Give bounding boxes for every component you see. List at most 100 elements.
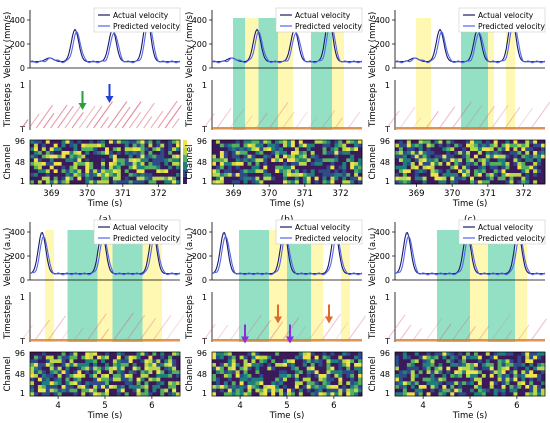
channel-cell (255, 151, 260, 155)
channel-cell (338, 366, 343, 371)
channel-cell (227, 392, 233, 397)
channel-cell (338, 165, 343, 170)
channel-cell (45, 154, 51, 159)
channel-cell (255, 147, 260, 152)
channel-cell (120, 385, 126, 389)
channel-cell (533, 366, 538, 371)
channel-cell (310, 370, 315, 375)
channel-cell (434, 392, 439, 397)
channel-cell (128, 385, 133, 389)
channel-cell (156, 352, 161, 356)
channel-cell (395, 154, 400, 159)
channel-cell (537, 374, 542, 378)
channel-cell (462, 355, 467, 360)
channel-tick-label: 1 (202, 177, 207, 186)
channel-cell (144, 377, 149, 382)
channel-cell (283, 355, 288, 360)
channel-cell (73, 147, 78, 152)
channel-cell (318, 392, 323, 397)
channel-cell (481, 147, 487, 152)
channel-cell (537, 381, 542, 386)
channel-cell (481, 173, 487, 177)
timestep-activation (504, 106, 521, 129)
channel-cell (231, 355, 236, 360)
channel-cell (37, 180, 43, 185)
channel-cell (395, 385, 400, 389)
channel-cell (509, 154, 514, 159)
channel-cell (267, 385, 272, 389)
channel-cell (442, 363, 447, 367)
channel-cell (69, 359, 74, 364)
channel-cell (235, 180, 240, 185)
channel-cell (350, 366, 355, 371)
channel-cell (426, 176, 431, 181)
channel-cell (65, 374, 70, 378)
channel-cell (112, 359, 118, 364)
channel-cell (156, 173, 161, 177)
channel-cell (458, 176, 463, 181)
channel-cell (354, 359, 359, 364)
channel-cell (398, 388, 404, 393)
channel-cell (330, 154, 335, 159)
channel-cell (132, 151, 137, 155)
channel-cell (49, 355, 54, 360)
velocity-tick-label: 0 (202, 64, 207, 73)
channel-cell (505, 162, 510, 166)
channel-cell (132, 388, 137, 393)
channel-cell (446, 173, 451, 177)
channel-cell (473, 359, 479, 364)
channel-cell (294, 381, 300, 386)
channel-cell (509, 169, 514, 174)
channel-cell (128, 147, 133, 152)
channel-tick-label: 96 (380, 349, 390, 358)
channel-cell (156, 392, 161, 397)
channel-cell (533, 381, 538, 386)
channel-cell (132, 143, 137, 148)
velocity-tick-label: 200 (10, 252, 25, 261)
channel-cell (430, 392, 435, 397)
channel-cell (124, 366, 129, 371)
channel-cell (450, 352, 455, 356)
channel-cell (89, 162, 94, 166)
channel-cell (263, 359, 268, 364)
channel-cell (57, 169, 62, 174)
channel-cell (342, 180, 347, 185)
channel-cell (85, 381, 90, 386)
channel-cell (477, 352, 483, 356)
channel-cell (279, 385, 284, 389)
channel-cell (132, 140, 137, 144)
channel-cell (243, 374, 248, 378)
channel-cell (354, 169, 359, 174)
channel-cell (418, 165, 423, 170)
channel-cell (497, 388, 502, 393)
channel-cell (69, 392, 74, 397)
channel-cell (279, 366, 284, 371)
channel-cell (402, 355, 408, 360)
channel-cell (239, 352, 244, 356)
channel-cell (128, 169, 133, 174)
channel-cell (402, 162, 408, 166)
channel-cell (77, 147, 82, 152)
timestep-activation (269, 321, 284, 341)
channel-cell (156, 169, 161, 174)
channel-cell (219, 176, 225, 181)
channel-cell (287, 377, 292, 382)
channel-cell (172, 147, 177, 152)
channel-cell (466, 374, 471, 378)
channel-cell (462, 388, 467, 393)
channel-cell (521, 374, 526, 378)
channel-cell (485, 359, 491, 364)
channel-cell (219, 151, 225, 155)
channel-cell (414, 377, 419, 382)
timestep-activation (386, 110, 400, 129)
timestep-activation (93, 101, 113, 129)
channel-cell (89, 388, 94, 393)
channel-cell (287, 147, 292, 152)
channel-cell (243, 154, 248, 159)
channel-cell (124, 151, 129, 155)
channel-cell (176, 392, 181, 397)
channel-cell (418, 370, 423, 375)
channel-cell (497, 377, 502, 382)
channel-cell (350, 143, 355, 148)
channel-cell (470, 176, 475, 181)
